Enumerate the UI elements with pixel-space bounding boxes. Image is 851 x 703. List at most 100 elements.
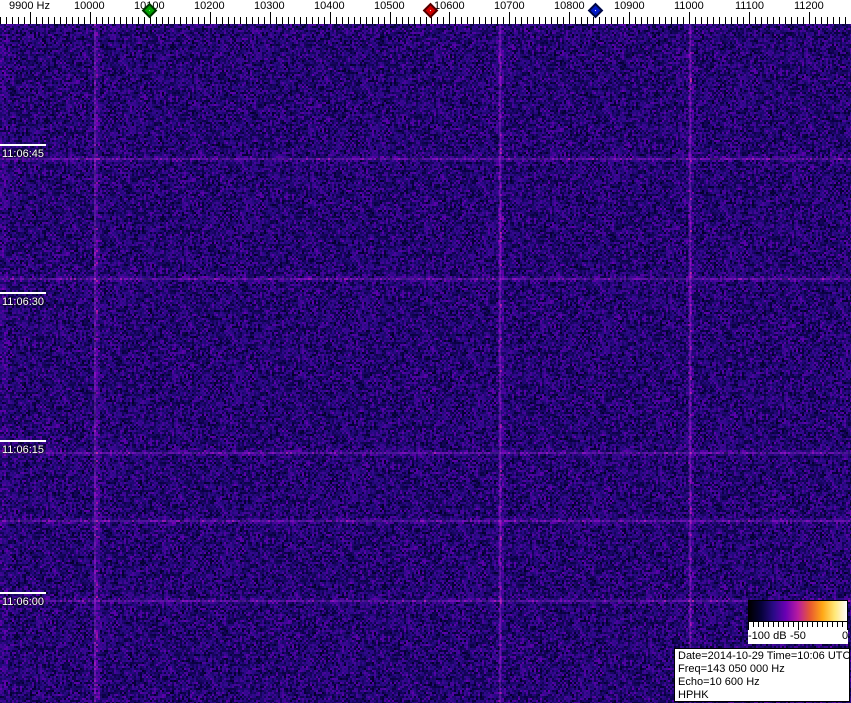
- marker-blue[interactable]: [586, 1, 605, 20]
- freq-tick-minor: [791, 17, 792, 24]
- freq-tick-minor: [240, 17, 241, 24]
- colorbar-tick: [783, 622, 784, 627]
- freq-tick-minor: [108, 17, 109, 24]
- colorbar-gradient: [748, 600, 848, 622]
- freq-axis-label: 9900 Hz: [9, 0, 50, 12]
- freq-tick-minor: [617, 17, 618, 24]
- frequency-axis[interactable]: 9900 Hz100001010010200103001040010500106…: [0, 0, 851, 24]
- freq-tick-minor: [785, 17, 786, 24]
- freq-tick-minor: [539, 17, 540, 24]
- freq-tick-minor: [288, 17, 289, 24]
- freq-tick-minor: [312, 17, 313, 24]
- freq-tick-minor: [707, 17, 708, 24]
- freq-axis-label: 10900: [614, 0, 645, 12]
- freq-tick-minor: [252, 17, 253, 24]
- freq-tick-minor: [216, 17, 217, 24]
- diamond-icon: [587, 2, 604, 19]
- freq-tick-minor: [66, 17, 67, 24]
- freq-tick-minor: [461, 17, 462, 24]
- freq-tick-minor: [282, 17, 283, 24]
- freq-axis-label: 11000: [674, 0, 704, 12]
- freq-tick-minor: [318, 17, 319, 24]
- freq-tick-minor: [845, 17, 846, 24]
- freq-tick-minor: [96, 17, 97, 24]
- waterfall-display[interactable]: 11:06:45 11:06:30 11:06:15 11:06:00: [0, 24, 851, 703]
- freq-tick-minor: [485, 17, 486, 24]
- time-trace: [0, 158, 851, 160]
- freq-tick-minor: [414, 17, 415, 24]
- freq-tick-minor: [0, 17, 1, 24]
- freq-tick-minor: [581, 17, 582, 24]
- carrier-trace: [499, 24, 501, 703]
- time-tick: [0, 592, 46, 594]
- freq-tick-minor: [563, 17, 564, 24]
- freq-tick-minor: [647, 17, 648, 24]
- freq-tick-minor: [713, 17, 714, 24]
- freq-tick-minor: [132, 17, 133, 24]
- freq-tick-minor: [641, 17, 642, 24]
- time-axis-label: 11:06:45: [2, 148, 45, 160]
- freq-tick-minor: [72, 17, 73, 24]
- freq-tick-minor: [6, 17, 7, 24]
- freq-tick-minor: [611, 17, 612, 24]
- carrier-trace: [689, 24, 691, 703]
- freq-tick-minor: [671, 17, 672, 24]
- diamond-icon: [422, 2, 439, 19]
- colorbar-tick: [832, 622, 833, 627]
- freq-tick-minor: [156, 17, 157, 24]
- freq-axis-label: 11200: [794, 0, 824, 12]
- freq-tick-minor: [491, 17, 492, 24]
- colorbar-tick: [817, 622, 818, 627]
- freq-tick-minor: [144, 17, 145, 24]
- freq-tick-minor: [408, 17, 409, 24]
- freq-tick-minor: [54, 17, 55, 24]
- colorbar-tick: [748, 622, 749, 631]
- time-axis-label: 11:06:15: [2, 444, 45, 456]
- freq-tick-minor: [659, 17, 660, 24]
- colorbar-tick-group: [748, 622, 848, 631]
- marker-red[interactable]: [421, 1, 440, 20]
- freq-tick-major: [390, 12, 391, 24]
- freq-tick-minor: [803, 17, 804, 24]
- freq-tick-minor: [587, 17, 588, 24]
- time-trace: [0, 600, 851, 602]
- freq-tick-minor: [402, 17, 403, 24]
- freq-tick-minor: [84, 17, 85, 24]
- colorbar-tick: [827, 622, 828, 627]
- freq-tick-minor: [354, 17, 355, 24]
- freq-axis-label: 10200: [194, 0, 225, 12]
- freq-tick-minor: [60, 17, 61, 24]
- colorbar-tick: [763, 622, 764, 627]
- freq-tick-minor: [677, 17, 678, 24]
- freq-tick-major: [449, 12, 450, 24]
- info-line-freq: Freq=143 050 000 Hz: [678, 663, 785, 675]
- freq-tick-minor: [815, 17, 816, 24]
- freq-tick-minor: [623, 17, 624, 24]
- freq-tick-major: [210, 12, 211, 24]
- freq-tick-minor: [821, 17, 822, 24]
- info-panel: Date=2014-10-29 Time=10:06 UTC Freq=143 …: [674, 648, 850, 702]
- freq-tick-minor: [336, 17, 337, 24]
- time-trace: [0, 520, 851, 522]
- freq-tick-minor: [324, 17, 325, 24]
- freq-axis-label: 10600: [434, 0, 465, 12]
- freq-tick-minor: [755, 17, 756, 24]
- freq-tick-minor: [420, 17, 421, 24]
- freq-tick-minor: [533, 17, 534, 24]
- info-line-echo: Echo=10 600 Hz: [678, 676, 760, 688]
- freq-tick-minor: [138, 17, 139, 24]
- marker-green[interactable]: [140, 1, 159, 20]
- freq-tick-minor: [342, 17, 343, 24]
- freq-tick-minor: [683, 17, 684, 24]
- colorbar-label-group: -100 dB -50 0: [748, 630, 848, 644]
- time-axis-label: 11:06:30: [2, 296, 45, 308]
- freq-tick-major: [150, 12, 151, 24]
- freq-tick-major: [629, 12, 630, 24]
- freq-tick-minor: [42, 17, 43, 24]
- colorbar-tick: [773, 622, 774, 627]
- freq-tick-minor: [743, 17, 744, 24]
- freq-tick-minor: [503, 17, 504, 24]
- colorbar: -100 dB -50 0: [748, 600, 848, 644]
- colorbar-label: -50: [790, 630, 806, 642]
